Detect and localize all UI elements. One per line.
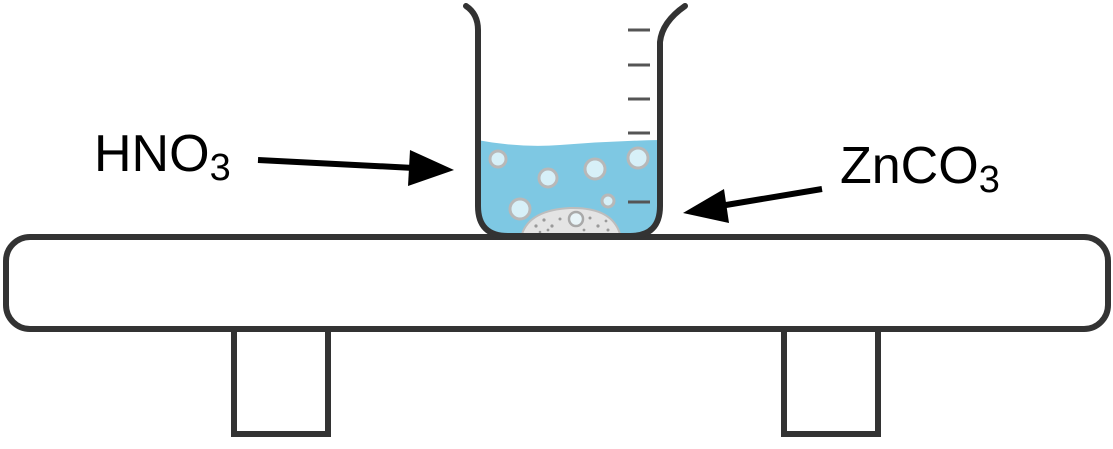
znco3-label-base: ZnCO: [840, 137, 979, 195]
bubble: [508, 197, 532, 221]
bubbles: [488, 146, 650, 221]
table-leg-right: [781, 325, 881, 437]
table-leg-left: [231, 325, 331, 437]
hno3-label-subscript: 3: [209, 147, 231, 189]
table-top: [3, 234, 1111, 332]
arrow-znco3: [683, 186, 823, 223]
arrow-hno3: [257, 150, 454, 186]
bubble: [626, 146, 650, 170]
beaker-icon: [463, 3, 688, 239]
solid-speckles: [534, 216, 610, 234]
bubble: [537, 167, 559, 189]
solid-bubble: [567, 210, 585, 228]
znco3-label: ZnCO3: [840, 137, 1000, 199]
bubble: [600, 193, 616, 209]
beaker-graduations: [628, 28, 650, 204]
bubble: [488, 149, 508, 169]
hno3-label-base: HNO: [94, 125, 210, 183]
hno3-label: HNO3: [94, 125, 231, 187]
znco3-label-subscript: 3: [978, 159, 1000, 201]
bubble: [583, 157, 607, 181]
